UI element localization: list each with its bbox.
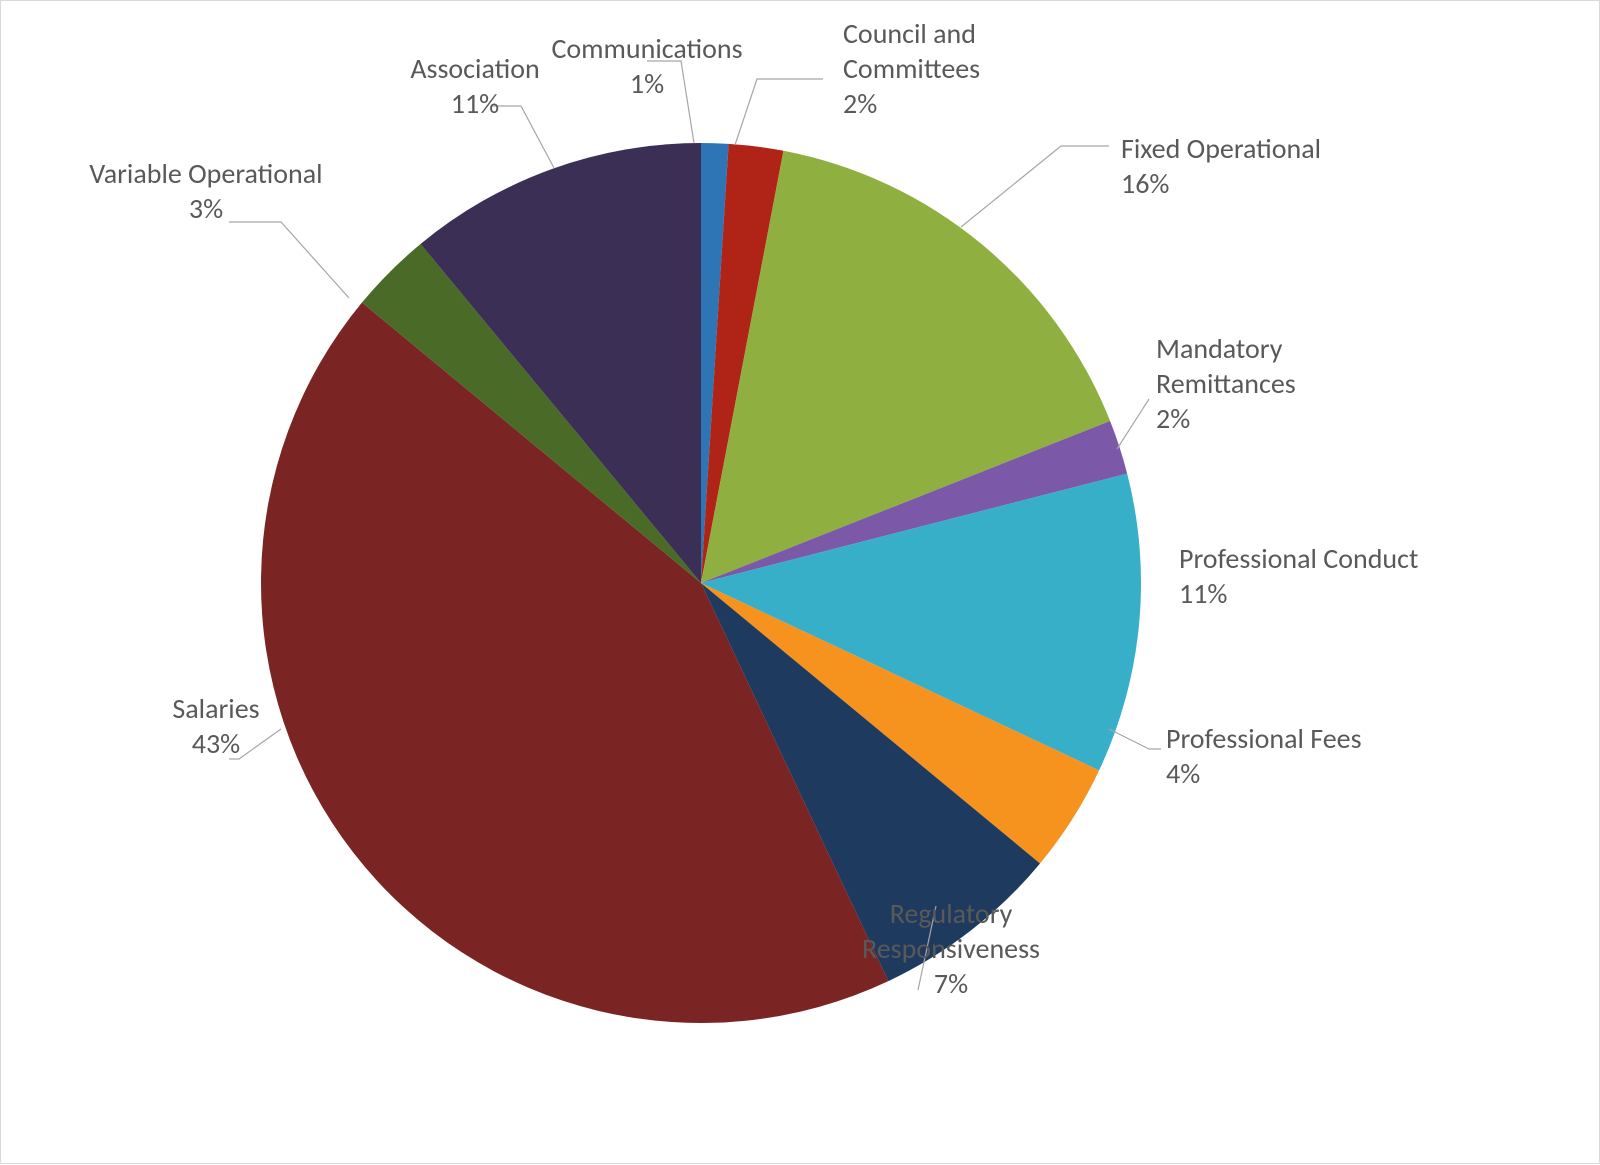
leader-line xyxy=(229,729,281,759)
leader-line xyxy=(647,61,694,143)
leader-line xyxy=(491,106,554,168)
leader-line xyxy=(229,222,349,298)
leader-line xyxy=(735,79,823,145)
leader-line xyxy=(1109,729,1161,749)
leader-line xyxy=(1117,399,1149,449)
leader-line xyxy=(961,146,1109,227)
pie-chart xyxy=(1,1,1600,1165)
chart-frame: Communications1%Council and Committees2%… xyxy=(0,0,1600,1164)
